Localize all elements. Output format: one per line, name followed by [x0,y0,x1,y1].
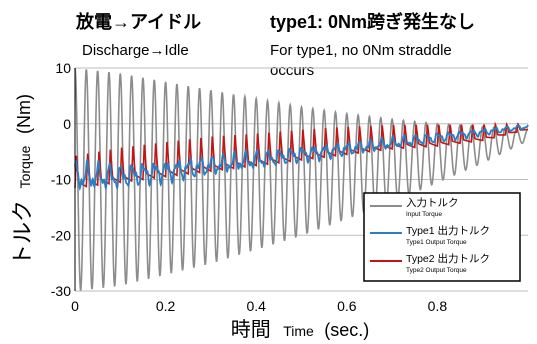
legend-input-en: Input Torque [406,211,442,218]
right-title-ja: type1: 0Nm跨ぎ発生なし [270,11,475,32]
series-layer [74,67,529,291]
right-title-en-1: For type1, no 0Nm straddle [270,42,452,59]
x-tick-labels: 0 0.2 0.4 0.6 0.8 [71,298,447,314]
annotation-backdrop [266,62,342,79]
left-title-ja: 放電→アイドル [75,11,201,32]
x-tick-label: 0.6 [337,298,357,314]
x-tick-label: 0 [71,298,79,314]
x-axis-label: 時間 Time (sec.) [231,318,370,341]
series-input-line [74,67,529,291]
y-tick-label: -30 [51,283,71,299]
x-label-ja: 時間 [231,318,271,341]
legend-box [363,192,521,282]
y-axis-label: トルク Torque (Nm) [10,94,35,266]
right-title-en-2: occurs [270,62,314,79]
series-type1-line [74,124,529,191]
legend-type1-ja: Type1 出力トルク [406,224,490,237]
svg-text:トルク Torque (Nm): トルク Torque (Nm) [10,94,35,266]
legend-type2-ja: Type2 出力トルク [406,252,490,265]
y-label-en: Torque [17,145,33,188]
legend: 入力トルク Input Torque Type1 出力トルク Type1 Out… [363,192,521,282]
x-tick-label: 0.2 [156,298,176,314]
series-type2-line [74,121,529,188]
x-label-unit: (sec.) [324,320,369,340]
y-label-ja: トルク [10,200,35,266]
left-title-en: Discharge→Idle [82,42,189,59]
y-tick-label: -10 [51,172,71,188]
y-tick-labels: 10 0 -10 -20 -30 [51,60,71,299]
y-tick-label: 10 [55,60,71,76]
legend-type1-en: Type1 Output Torque [406,239,467,246]
x-tick-label: 0.4 [246,298,266,314]
y-label-unit: (Nm) [14,94,34,134]
x-tick-label: 0.8 [428,298,448,314]
legend-type2-en: Type2 Output Torque [406,267,467,274]
y-tick-label: 0 [63,116,71,132]
legend-input-ja: 入力トルク [406,196,459,209]
x-label-en: Time [283,323,314,339]
y-tick-label: -20 [51,227,71,243]
